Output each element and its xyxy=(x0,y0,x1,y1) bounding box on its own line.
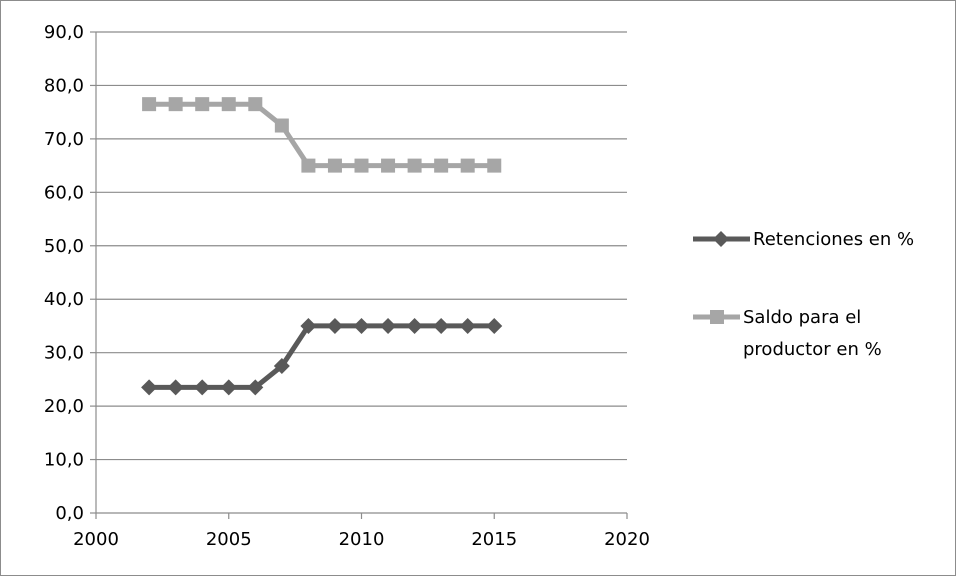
data-point-diamond xyxy=(433,317,450,334)
legend-entry-saldo: Saldo para el productor en % xyxy=(693,307,882,360)
data-point-diamond xyxy=(273,358,290,375)
data-point-square xyxy=(195,97,210,112)
x-tick-label: 2020 xyxy=(604,529,650,550)
data-point-diamond xyxy=(353,317,370,334)
y-tick-label: 10,0 xyxy=(44,450,84,471)
data-point-square xyxy=(168,97,183,112)
data-point-square xyxy=(301,158,316,173)
legend-marker-retenciones xyxy=(713,231,729,247)
y-tick-label: 20,0 xyxy=(44,396,84,417)
data-point-square xyxy=(487,158,502,173)
y-tick-label: 30,0 xyxy=(44,343,84,364)
x-tick-label: 2015 xyxy=(471,529,517,550)
data-point-diamond xyxy=(486,317,503,334)
series-layer xyxy=(141,97,503,396)
x-tick-label: 2005 xyxy=(206,529,252,550)
legend: Retenciones en % Saldo para el productor… xyxy=(693,229,914,360)
y-tick-label: 50,0 xyxy=(44,236,84,257)
series-1 xyxy=(142,97,502,173)
legend-marker-saldo xyxy=(710,310,724,324)
data-point-diamond xyxy=(167,379,184,396)
y-tick-label: 80,0 xyxy=(44,75,84,96)
y-tick-label: 40,0 xyxy=(44,289,84,310)
legend-label-saldo-line1: Saldo para el xyxy=(743,307,861,328)
data-point-diamond xyxy=(141,379,158,396)
legend-label-retenciones: Retenciones en % xyxy=(753,229,914,250)
data-point-square xyxy=(381,158,396,173)
data-point-square xyxy=(460,158,475,173)
data-point-diamond xyxy=(326,317,343,334)
gridlines xyxy=(96,31,627,461)
data-point-square xyxy=(142,97,157,112)
data-point-square xyxy=(407,158,422,173)
data-point-diamond xyxy=(194,379,211,396)
axes: 0,0 10,0 20,0 30,0 40,0 50,0 60,0 70,0 80,0 90,0 2… xyxy=(44,22,650,550)
legend-entry-retenciones: Retenciones en % xyxy=(693,229,914,250)
data-point-diamond xyxy=(380,317,397,334)
data-point-diamond xyxy=(406,317,423,334)
data-point-diamond xyxy=(459,317,476,334)
series-line-0 xyxy=(149,323,495,390)
y-tick-label: 90,0 xyxy=(44,22,84,43)
data-point-diamond xyxy=(247,379,264,396)
data-point-diamond xyxy=(300,317,317,334)
y-tick-label: 60,0 xyxy=(44,182,84,203)
data-point-square xyxy=(354,158,369,173)
data-point-square xyxy=(327,158,342,173)
data-point-diamond xyxy=(220,379,237,396)
series-0 xyxy=(141,317,503,396)
data-point-square xyxy=(248,97,263,112)
y-tick-label: 70,0 xyxy=(44,129,84,150)
data-point-square xyxy=(434,158,449,173)
x-tick-label: 2010 xyxy=(339,529,385,550)
legend-label-saldo-line2: productor en % xyxy=(743,339,882,360)
data-point-square xyxy=(221,97,236,112)
y-tick-label: 0,0 xyxy=(55,503,84,524)
x-tick-label: 2000 xyxy=(73,529,119,550)
data-point-square xyxy=(274,118,289,133)
series-line-1 xyxy=(149,101,495,169)
